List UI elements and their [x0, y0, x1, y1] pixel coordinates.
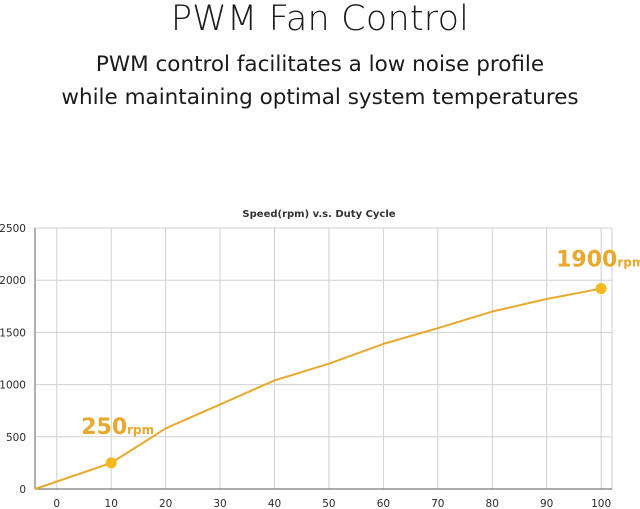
x-tick-label: 0	[53, 498, 60, 509]
x-tick-label: 70	[431, 498, 444, 509]
speed-curve	[34, 287, 602, 490]
x-tick-label: 30	[213, 498, 226, 509]
rpm-annotation-value: 1900	[556, 248, 617, 273]
subtitle-line-1: PWM control facilitates a low noise prof…	[95, 52, 545, 77]
x-tick-label: 90	[540, 498, 553, 509]
y-tick-label: 0	[19, 484, 26, 496]
y-tick-label: 1000	[0, 380, 26, 392]
x-tick-label: 60	[377, 498, 390, 509]
x-tick-label: 100	[591, 498, 611, 509]
data-point-marker	[105, 457, 117, 469]
x-tick-label: 40	[268, 498, 281, 509]
rpm-annotation: 1900rpm	[556, 248, 640, 273]
y-tick-label: 2500	[0, 223, 26, 235]
x-tick-label: 80	[486, 498, 499, 509]
data-point-marker	[595, 283, 607, 295]
y-tick-label: 500	[6, 432, 26, 444]
y-tick-label: 1500	[0, 327, 26, 339]
x-tick-label: 10	[105, 498, 118, 509]
chart-grid	[35, 227, 613, 489]
page-title: PWM Fan Control	[170, 0, 470, 39]
chart-axes	[34, 228, 612, 490]
chart-series	[34, 287, 602, 490]
chart-title: Speed(rpm) v.s. Duty Cycle	[242, 209, 395, 220]
y-tick-label: 2000	[0, 275, 26, 287]
rpm-annotation-value: 250	[81, 415, 127, 440]
rpm-annotation-unit: rpm	[617, 256, 640, 270]
rpm-annotation: 250rpm	[81, 415, 154, 440]
x-tick-label: 50	[322, 498, 335, 509]
chart-tick-labels: 0 10 20 30 40 50 60 70 80 90 100050010001500200025…	[0, 223, 611, 509]
rpm-annotation-unit: rpm	[127, 423, 154, 437]
x-tick-label: 20	[159, 498, 172, 509]
subtitle-line-2: while maintaining optimal system tempera…	[61, 85, 579, 110]
